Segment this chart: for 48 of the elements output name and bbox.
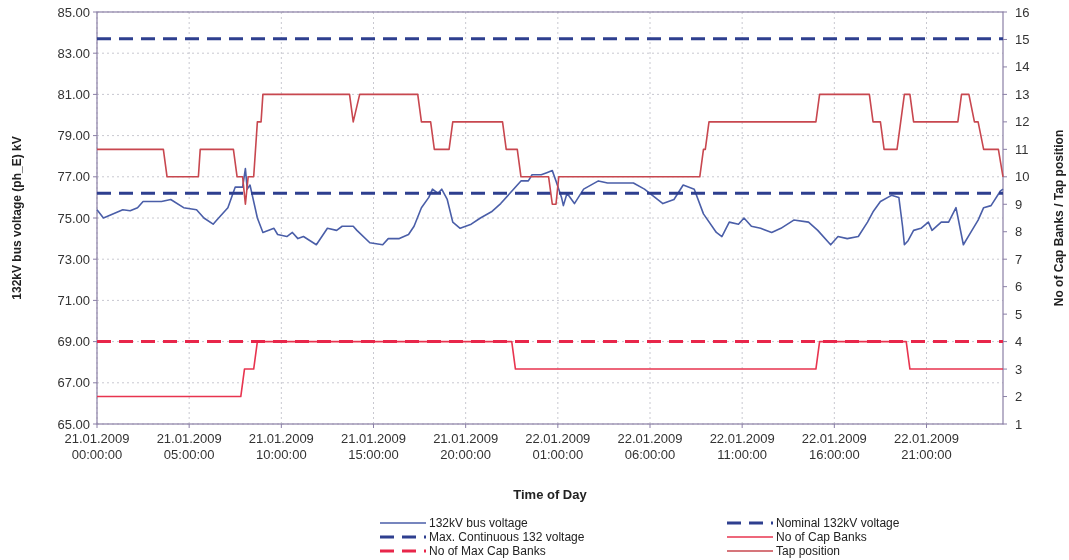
y-tick-label: 85.00 — [57, 4, 90, 20]
y2-tick-label: 9 — [1015, 196, 1023, 212]
y2-tick-label: 13 — [1015, 86, 1030, 102]
y-tick-label: 65.00 — [57, 416, 90, 432]
y2-tick-label: 4 — [1015, 334, 1023, 350]
y2-tick-label: 6 — [1015, 279, 1023, 295]
x-tick-label: 22.01.2009 11:00:00 — [709, 431, 775, 462]
x-tick-label: 22.01.2009 01:00:00 — [525, 431, 591, 462]
x-axis-title: Time of Day — [513, 487, 588, 502]
y2-tick-label: 14 — [1015, 59, 1030, 75]
legend-label: Nominal 132kV voltage — [776, 516, 900, 531]
y-tick-label: 81.00 — [57, 86, 90, 102]
y-axis-title: 132kV bus voltage (ph_E) kV — [10, 136, 24, 300]
y2-tick-label: 8 — [1015, 224, 1023, 240]
line-series — [96, 93, 1004, 206]
x-tick-label: 22.01.2009 06:00:00 — [617, 431, 683, 462]
y-tick-label: 83.00 — [57, 45, 90, 61]
y2-tick-label: 11 — [1015, 141, 1029, 157]
y2-tick-label: 15 — [1015, 32, 1030, 48]
x-tick-label: 21.01.2009 05:00:00 — [156, 431, 222, 462]
legend-label: Max. Continuous 132 voltage — [429, 530, 585, 545]
y2-tick-label: 12 — [1015, 114, 1030, 130]
y-tick-label: 67.00 — [57, 375, 90, 391]
line-series — [96, 167, 1004, 246]
y2-axis-title: No of Cap Banks / Tap position — [1052, 129, 1066, 307]
x-tick-label: 21.01.2009 10:00:00 — [248, 431, 314, 462]
legend-label: Tap position — [776, 544, 841, 559]
y2-tick-label: 3 — [1015, 361, 1023, 377]
legend-label: No of Cap Banks — [776, 530, 867, 545]
y2-tick-label: 1 — [1015, 416, 1023, 432]
y2-tick-label: 2 — [1015, 389, 1023, 405]
y2-tick-label: 5 — [1015, 306, 1023, 322]
legend-label: 132kV bus voltage — [429, 516, 529, 531]
x-tick-label: 21.01.2009 00:00:00 — [64, 431, 130, 462]
y-tick-label: 77.00 — [57, 169, 90, 185]
x-tick-label: 21.01.2009 20:00:00 — [433, 431, 499, 462]
y2-tick-label: 10 — [1015, 169, 1030, 185]
y2-tick-label: 7 — [1015, 251, 1023, 267]
y-tick-label: 75.00 — [57, 210, 90, 226]
x-tick-label: 22.01.2009 16:00:00 — [801, 431, 867, 462]
y-tick-label: 69.00 — [57, 334, 90, 350]
y2-tick-label: 16 — [1015, 4, 1030, 20]
y-tick-label: 73.00 — [57, 251, 90, 267]
legend-label: No of Max Cap Banks — [429, 544, 546, 559]
y-tick-label: 79.00 — [57, 128, 90, 144]
y-tick-label: 71.00 — [57, 292, 90, 308]
x-tick-label: 22.01.2009 21:00:00 — [893, 431, 960, 462]
x-tick-label: 21.01.2009 15:00:00 — [340, 431, 407, 462]
